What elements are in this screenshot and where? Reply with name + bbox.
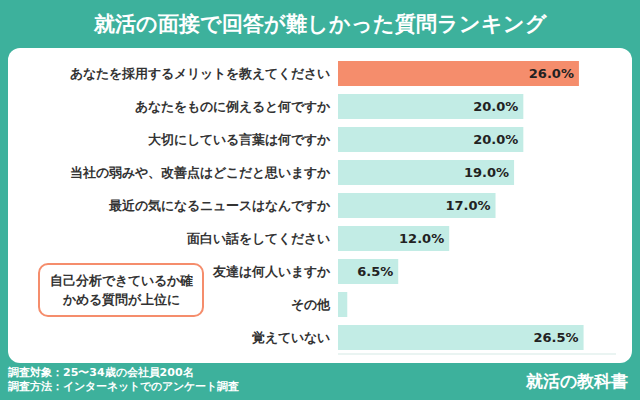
html-text:自己分析できているか確かめる質問が上位に: 自己分析できているか確かめる質問が上位に [49,273,193,307]
svg-text:20.0%: 20.0% [473,99,518,114]
svg-text:6.5%: 6.5% [357,264,393,279]
svg-text:当社の弱みや、改善点はどこだと思いますか: 当社の弱みや、改善点はどこだと思いますか [70,165,331,180]
svg-text:12.0%: 12.0% [399,231,444,246]
svg-text:友達は何人いますか: 友達は何人いますか [212,264,331,279]
svg-text:最近の気になるニュースはなんですか: 最近の気になるニュースはなんですか [108,198,331,213]
svg-text:あなたを採用するメリットを教えてください: あなたを採用するメリットを教えてください [70,66,330,81]
svg-text:26.5%: 26.5% [533,330,578,345]
html-text:調査方法：インターネットでのアンケート調査: 調査方法：インターネットでのアンケート調査 [8,380,239,393]
svg-text:20.0%: 20.0% [473,132,518,147]
svg-text:大切にしている言葉は何ですか: 大切にしている言葉は何ですか [148,132,331,147]
svg-text:あなたをものに例えると何ですか: あなたをものに例えると何ですか [135,99,331,114]
html-text:就活の面接で回答が難しかった質問ランキング: 就活の面接で回答が難しかった質問ランキング [93,12,547,36]
svg-text:覚えていない: 覚えていない [252,330,330,345]
html-text:調査対象：25〜34歳の会社員200名: 調査対象：25〜34歳の会社員200名 [8,366,194,379]
svg-text:26.0%: 26.0% [529,66,574,81]
svg-text:その他: その他 [291,297,331,312]
svg-text:17.0%: 17.0% [445,198,490,213]
svg-text:面白い話をしてください: 面白い話をしてください [186,231,330,246]
svg-text:19.0%: 19.0% [464,165,509,180]
html-text:就活の教科書: 就活の教科書 [526,371,628,391]
